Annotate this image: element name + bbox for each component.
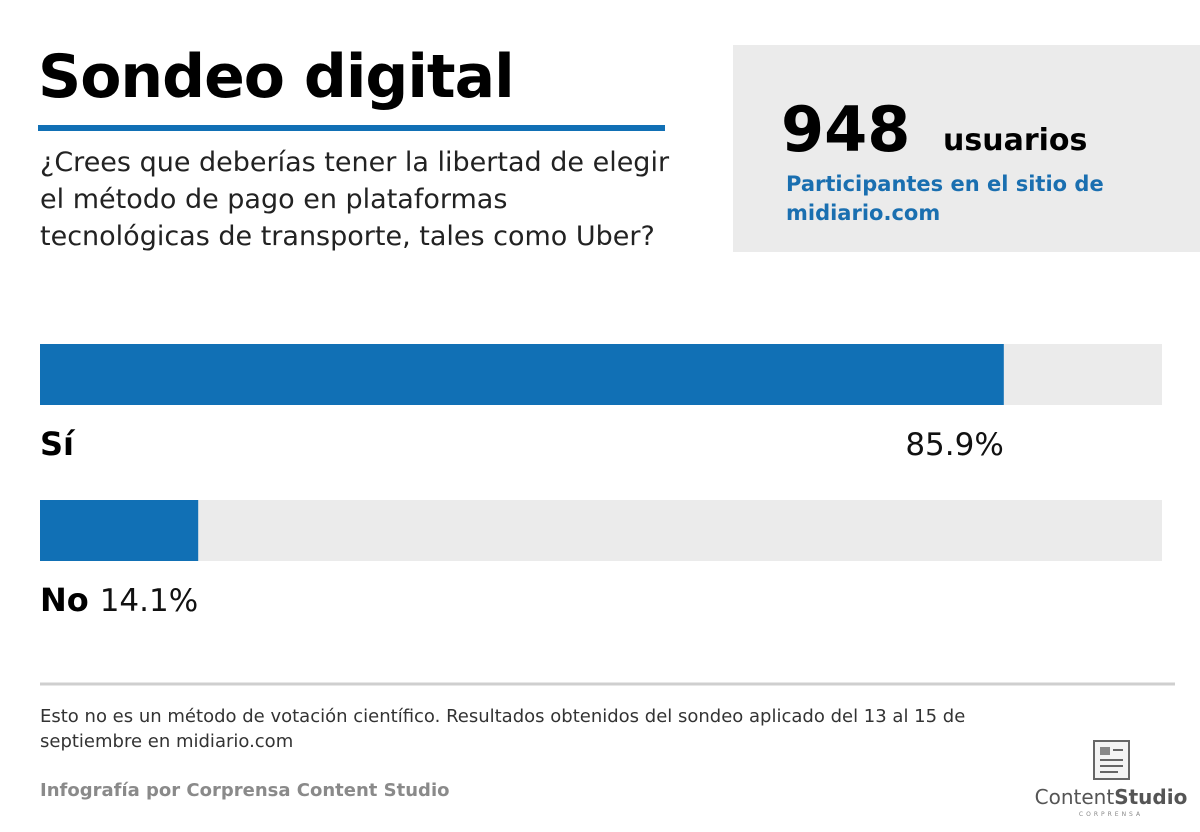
value-label: 85.9% — [905, 427, 1003, 463]
chart-title: Sondeo digital — [38, 42, 515, 112]
title-rule — [38, 125, 665, 131]
logo-text: ContentStudio — [1035, 785, 1188, 809]
logo-content: Content — [1035, 785, 1115, 809]
category-label: No — [40, 581, 89, 619]
participant-description: Participantes en el sitio de midiario.co… — [786, 172, 1104, 225]
category-label: Sí — [40, 425, 76, 463]
question: ¿Crees que deberías tener la libertad de… — [40, 147, 670, 252]
footnote: Esto no es un método de votación científ… — [40, 706, 966, 752]
value-label: 14.1% — [100, 583, 198, 619]
logo-studio: Studio — [1114, 785, 1187, 809]
bar — [40, 344, 1004, 405]
logo-icon — [1093, 740, 1130, 780]
credit: Infografía por Corprensa Content Studio — [40, 780, 450, 801]
participant-count: 948 — [781, 93, 911, 166]
logo-company: CORPRENSA — [1079, 811, 1143, 818]
participant-unit: usuarios — [943, 123, 1088, 158]
bar — [40, 500, 199, 561]
bar-track — [40, 500, 1162, 561]
stats-box — [733, 45, 1200, 252]
